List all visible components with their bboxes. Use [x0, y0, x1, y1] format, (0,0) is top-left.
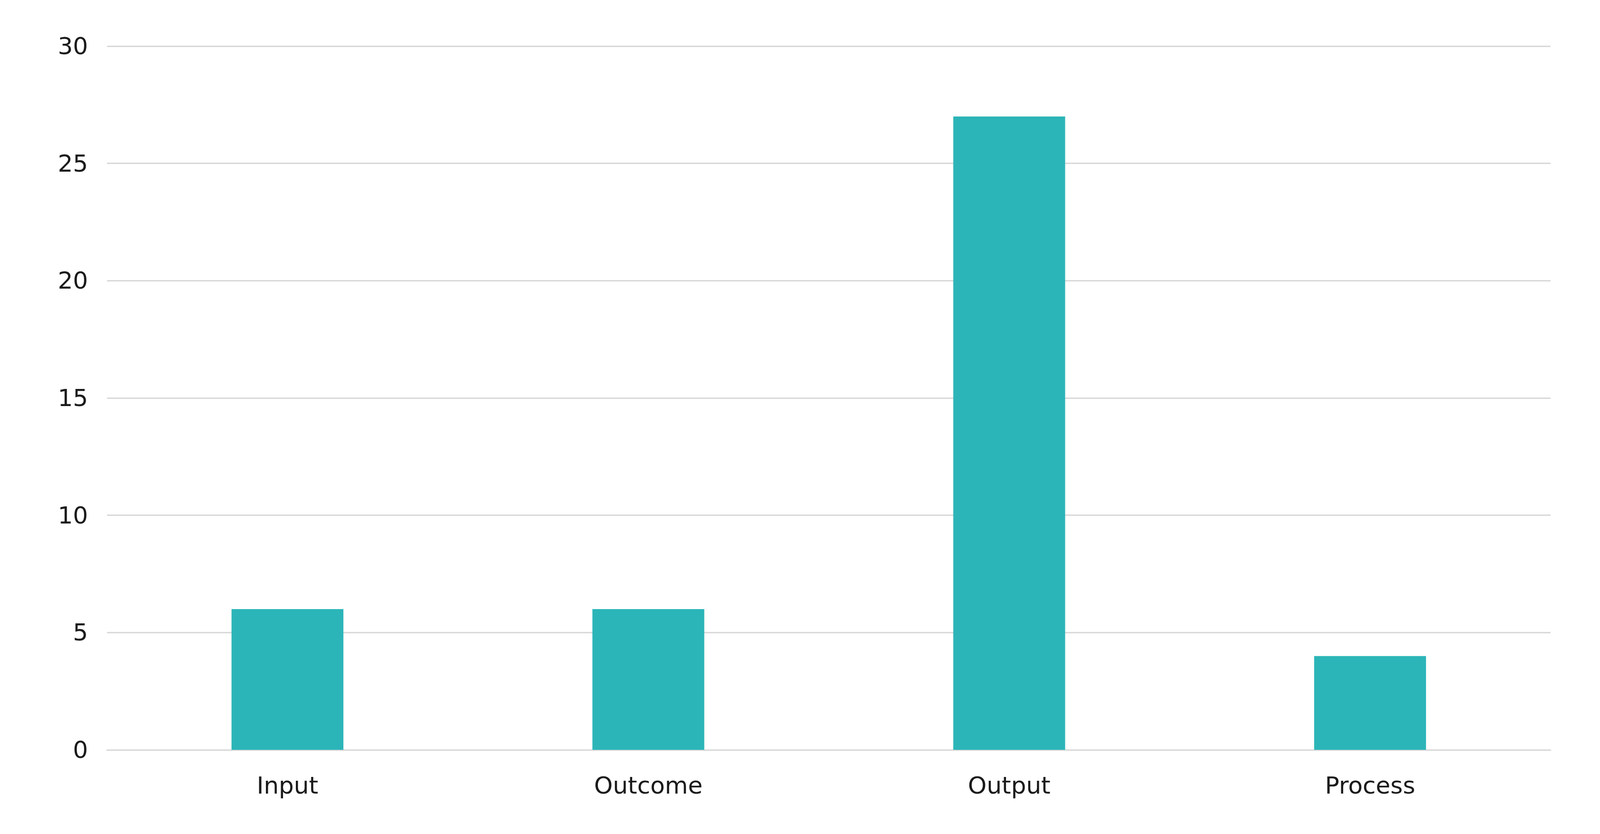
- svg-text:30: 30: [57, 32, 88, 60]
- svg-text:Input: Input: [256, 771, 319, 800]
- svg-text:Process: Process: [1325, 771, 1416, 800]
- svg-text:15: 15: [57, 384, 88, 412]
- svg-text:0: 0: [72, 736, 88, 764]
- svg-text:10: 10: [57, 501, 88, 530]
- svg-text:Output: Output: [967, 771, 1051, 800]
- svg-text:20: 20: [57, 266, 88, 295]
- svg-text:Outcome: Outcome: [594, 771, 703, 800]
- svg-text:25: 25: [57, 149, 88, 178]
- svg-text:5: 5: [72, 618, 88, 647]
